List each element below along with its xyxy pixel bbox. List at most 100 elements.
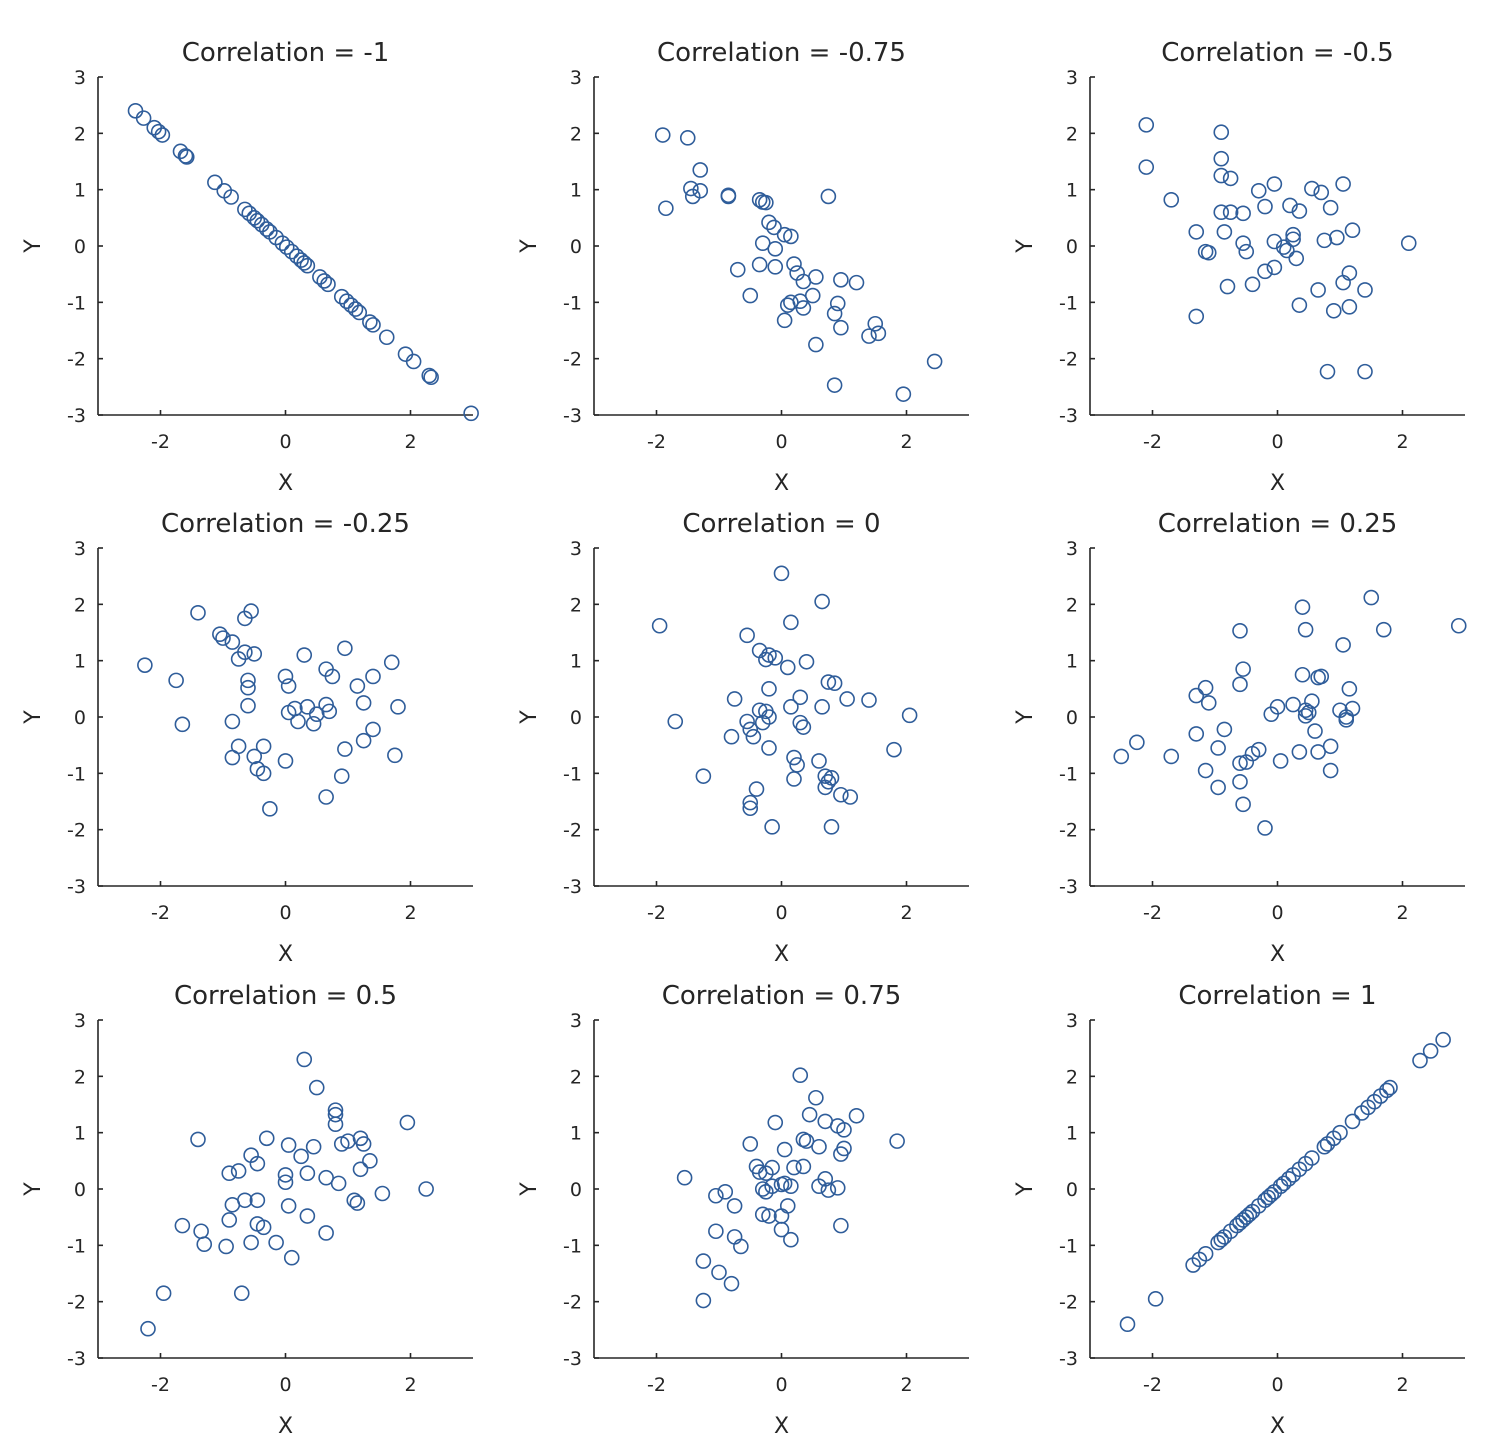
- scatter-point: [1163, 192, 1180, 208]
- scatter-point: [783, 1231, 799, 1248]
- scatter-point: [362, 1153, 378, 1169]
- y-tick-label: 3: [74, 1010, 86, 1032]
- subplot-title: Correlation = 0.5: [174, 981, 397, 1011]
- scatter-point: [318, 789, 334, 805]
- scatter-point: [708, 1187, 724, 1204]
- scatter-point: [833, 1217, 849, 1234]
- scatter-point: [1382, 1079, 1398, 1096]
- y-axis-label: Y: [517, 710, 542, 725]
- scatter-point: [1285, 696, 1301, 713]
- scatter-point: [308, 706, 325, 722]
- scatter-point: [340, 1133, 356, 1149]
- scatter-point: [155, 1285, 172, 1302]
- scatter-point: [839, 691, 855, 707]
- scatter-point: [742, 794, 759, 811]
- scatter-point: [207, 174, 223, 191]
- scatter-point: [1335, 274, 1351, 291]
- y-tick-label: 1: [1066, 651, 1078, 673]
- scatter-point: [337, 741, 353, 757]
- scatter-point: [190, 604, 206, 621]
- x-axis-label: X: [774, 942, 789, 967]
- scatter-point: [1216, 721, 1233, 738]
- scatter-point: [1313, 668, 1330, 685]
- scatter-point: [365, 721, 381, 738]
- scatter-point: [249, 212, 266, 229]
- scatter-point: [658, 200, 674, 217]
- x-tick-label: -2: [647, 1374, 666, 1396]
- scatter-point: [1119, 1316, 1136, 1332]
- scatter-point: [146, 119, 163, 136]
- scatter-point: [1357, 282, 1373, 298]
- scatter-point: [1316, 232, 1333, 249]
- scatter-point: [278, 239, 295, 255]
- scatter-point: [390, 699, 406, 715]
- y-tick-label: -2: [1059, 1292, 1078, 1314]
- scatter-point: [1238, 243, 1255, 260]
- y-tick-label: 1: [1066, 180, 1078, 202]
- scatter-point: [318, 1169, 334, 1186]
- x-tick-label: 0: [1271, 1374, 1283, 1396]
- scatter-point: [826, 377, 843, 393]
- scatter-point: [814, 699, 830, 715]
- scatter-point: [212, 626, 228, 642]
- scatter-point: [895, 386, 912, 402]
- x-tick-label: 0: [775, 431, 787, 453]
- y-axis-label: Y: [517, 1182, 542, 1197]
- scatter-point: [293, 1148, 309, 1165]
- scatter-point: [739, 627, 755, 644]
- y-tick-label: 0: [570, 707, 582, 729]
- scatter-point: [305, 715, 322, 732]
- scatter-point: [711, 1264, 727, 1281]
- scatter-point: [405, 353, 422, 370]
- scatter-point: [833, 319, 849, 336]
- scatter-point: [215, 630, 231, 646]
- scatter-point: [742, 1136, 759, 1152]
- scatter-point: [283, 1249, 300, 1266]
- scatter-point: [739, 713, 755, 730]
- scatter-point: [240, 679, 256, 696]
- y-tick-label: -1: [563, 763, 582, 785]
- scatter-point: [720, 187, 737, 204]
- scatter-point: [811, 1178, 827, 1194]
- scatter-point: [758, 651, 774, 668]
- scatter-point: [316, 273, 333, 289]
- scatter-point: [692, 182, 709, 199]
- scatter-point: [397, 346, 414, 362]
- x-axis-label: X: [278, 942, 293, 967]
- scatter-point: [1338, 709, 1355, 725]
- scatter-point: [1232, 676, 1248, 693]
- scatter-point: [255, 765, 272, 782]
- scatter-point: [1294, 599, 1311, 615]
- subplot-2: Correlation = -0.75 3 2 1 0 -1 -2 -3 -2 0 2 X Y: [517, 38, 969, 496]
- y-tick-label: -1: [1059, 763, 1078, 785]
- scatter-point: [870, 325, 887, 342]
- y-tick-label: -3: [563, 1348, 582, 1370]
- y-tick-label: 3: [1066, 538, 1078, 560]
- scatter-point: [733, 1238, 749, 1255]
- x-tick-label: 2: [1396, 431, 1408, 453]
- scatter-point: [754, 1206, 771, 1223]
- scatter-point: [1412, 1052, 1428, 1069]
- scatter-point: [833, 271, 849, 288]
- x-tick-label: 2: [404, 902, 416, 924]
- scatter-point: [1200, 244, 1217, 261]
- scatter-point: [277, 668, 294, 685]
- scatter-point: [1257, 198, 1273, 215]
- scatter-point: [338, 293, 355, 310]
- scatter-point: [343, 297, 359, 313]
- scatter-point: [1266, 259, 1283, 276]
- y-tick-label: -2: [563, 1292, 582, 1314]
- scatter-point: [378, 329, 395, 346]
- scatter-point: [717, 1184, 734, 1200]
- scatter-point: [795, 1158, 812, 1175]
- y-tick-label: 0: [74, 236, 86, 258]
- scatter-point: [1185, 1257, 1201, 1273]
- scatter-point: [829, 1180, 846, 1196]
- scatter-point: [1244, 276, 1261, 293]
- scatter-point: [174, 716, 191, 733]
- y-tick-label: 0: [74, 1179, 86, 1201]
- scatter-point: [1291, 297, 1308, 313]
- scatter-point: [808, 1089, 824, 1106]
- scatter-point: [218, 1238, 234, 1255]
- y-tick-label: 3: [74, 538, 86, 560]
